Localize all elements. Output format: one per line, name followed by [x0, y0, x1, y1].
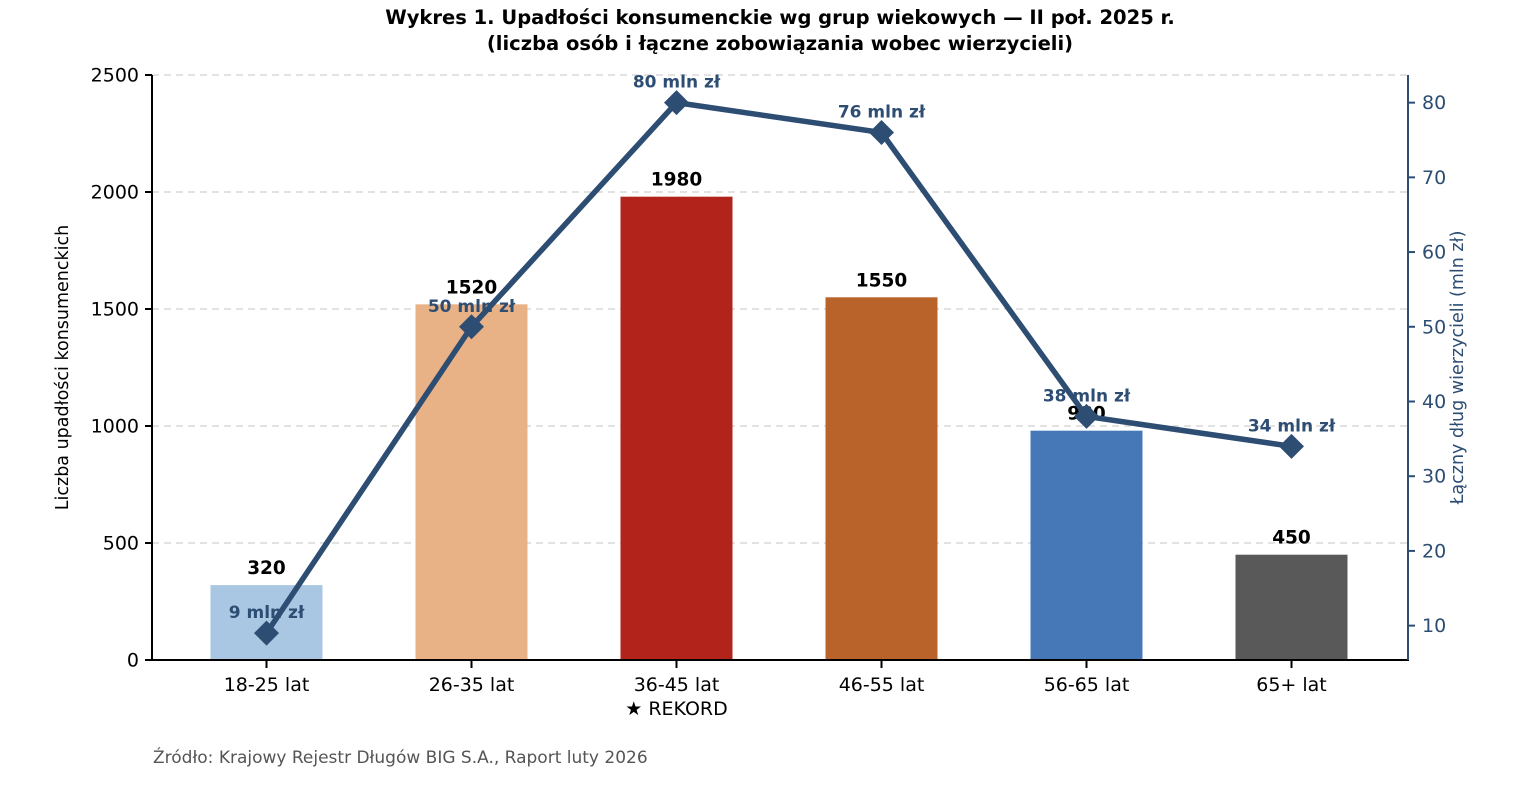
right-axis-title: Łączny dług wierzycieli (mln zł) — [1448, 231, 1468, 506]
bar-value-label: 1980 — [651, 170, 703, 191]
right-tick-label: 20 — [1422, 540, 1446, 562]
right-tick-label: 60 — [1422, 242, 1446, 264]
right-tick-label: 50 — [1422, 316, 1446, 338]
line-value-label: 9 mln zł — [229, 603, 305, 623]
x-tick-label: 36-45 lat — [634, 674, 720, 696]
left-tick-label: 2000 — [91, 182, 139, 204]
line-value-label: 76 mln zł — [838, 103, 926, 123]
debt-line — [263, 99, 1295, 636]
line-value-label: 38 mln zł — [1043, 386, 1131, 406]
diamond-marker — [664, 90, 689, 116]
left-tick-label: 500 — [103, 533, 139, 555]
diamond-marker — [254, 620, 279, 646]
right-tick-label: 80 — [1422, 92, 1446, 114]
right-tick-label: 70 — [1422, 167, 1446, 189]
diamond-marker — [1074, 403, 1099, 429]
source-note: Źródło: Krajowy Rejestr Długów BIG S.A.,… — [153, 748, 648, 768]
diamond-marker — [869, 120, 894, 146]
x-tick-label: 18-25 lat — [224, 674, 310, 696]
left-tick-label: 1500 — [91, 299, 139, 321]
line-value-label: 34 mln zł — [1248, 416, 1336, 436]
right-tick-label: 40 — [1422, 391, 1446, 413]
diamond-marker — [1279, 433, 1304, 459]
chart-title-line2: (liczba osób i łączne zobowiązania wobec… — [486, 32, 1074, 55]
x-tick-label: 46-55 lat — [839, 674, 925, 696]
chart-title: Wykres 1. Upadłości konsumenckie wg grup… — [40, 5, 1520, 57]
chart-title-line1: Wykres 1. Upadłości konsumenckie wg grup… — [385, 6, 1175, 29]
bar-65+ lat — [1235, 554, 1348, 660]
left-tick-label: 0 — [127, 650, 139, 672]
right-tick-label: 10 — [1422, 615, 1446, 637]
bar-56-65 lat — [1030, 430, 1143, 660]
diamond-marker — [459, 314, 484, 340]
line-value-label: 50 mln zł — [428, 297, 516, 317]
x-tick-label: 65+ lat — [1256, 674, 1327, 696]
bar-value-label: 1550 — [856, 270, 908, 291]
line-value-label: 80 mln zł — [633, 73, 721, 93]
bar-46-55 lat — [825, 297, 938, 660]
left-tick-label: 2500 — [91, 65, 139, 87]
record-annotation: ★ REKORD — [625, 698, 728, 720]
x-tick-label: 26-35 lat — [429, 674, 515, 696]
bar-value-label: 450 — [1272, 528, 1311, 549]
bar-value-label: 1520 — [446, 277, 498, 298]
bar-26-35 lat — [415, 304, 528, 660]
left-axis-title: Liczba upadłości konsumenckich — [53, 225, 73, 510]
bar-36-45 lat — [620, 196, 733, 660]
x-tick-label: 56-65 lat — [1044, 674, 1130, 696]
right-tick-label: 30 — [1422, 466, 1446, 488]
left-tick-label: 1000 — [91, 416, 139, 438]
bar-value-label: 320 — [247, 558, 286, 579]
